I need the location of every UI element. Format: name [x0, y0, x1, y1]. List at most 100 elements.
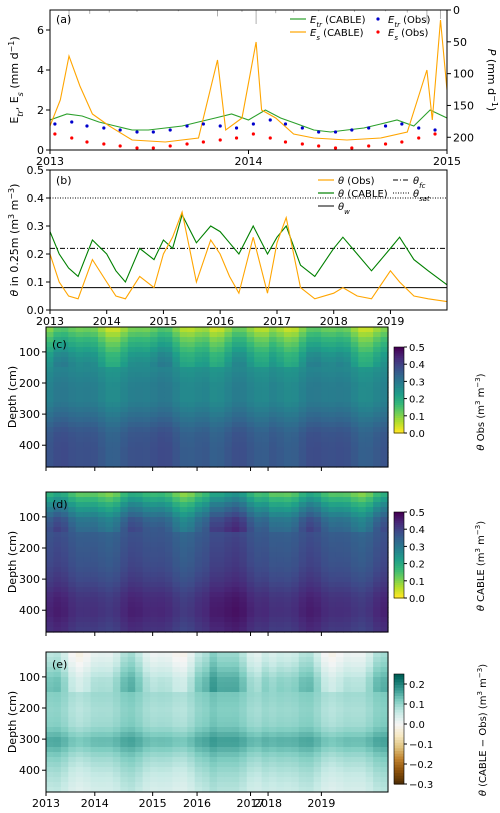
heat-cell [53, 597, 61, 603]
heat-cell [247, 562, 255, 568]
heat-cell [358, 387, 366, 393]
heat-cell [314, 657, 322, 663]
heat-cell [373, 747, 381, 753]
heat-cell [46, 327, 54, 333]
heat-cell [358, 747, 366, 753]
heat-cell [76, 687, 84, 693]
heat-cell [158, 327, 166, 333]
heat-cell [202, 557, 210, 563]
heat-cell [195, 352, 203, 358]
heat-cell [217, 602, 225, 608]
heat-cell [113, 412, 121, 418]
heat-cell [158, 412, 166, 418]
heat-cell [98, 507, 106, 513]
heat-cell [98, 522, 106, 528]
heat-cell [381, 757, 389, 763]
heat-cell [150, 702, 158, 708]
heat-cell [217, 732, 225, 738]
heat-cell [366, 392, 374, 398]
heat-cell [128, 717, 136, 723]
heat-cell [61, 492, 69, 498]
heat-cell [314, 337, 322, 343]
heat-cell [321, 427, 329, 433]
heat-cell [291, 352, 299, 358]
heat-cell [180, 727, 188, 733]
heat-cell [202, 662, 210, 668]
heat-cell [195, 372, 203, 378]
heat-cell [76, 622, 84, 628]
heat-cell [98, 742, 106, 748]
heat-cell [83, 692, 91, 698]
heat-cell [366, 437, 374, 443]
heat-cell [291, 752, 299, 758]
heat-cell [247, 502, 255, 508]
heat-cell [53, 392, 61, 398]
heat-cell [187, 607, 195, 613]
heat-cell [254, 417, 262, 423]
heat-cell [306, 362, 314, 368]
heat-cell [321, 662, 329, 668]
heat-cell [158, 542, 166, 548]
heat-cell [276, 742, 284, 748]
heat-cell [232, 677, 240, 683]
heat-cell [381, 617, 389, 623]
heat-cell [61, 692, 69, 698]
heat-cell [381, 342, 389, 348]
heat-cell [358, 512, 366, 518]
heat-cell [61, 357, 69, 363]
heat-cell [210, 697, 218, 703]
heat-cell [381, 672, 389, 678]
heat-cell [158, 772, 166, 778]
heat-cell [381, 762, 389, 768]
heat-cell [180, 652, 188, 658]
heat-cell [247, 672, 255, 678]
heat-cell [239, 582, 247, 588]
heat-cell [217, 772, 225, 778]
heat-cell [314, 397, 322, 403]
heat-cell [105, 332, 113, 338]
heat-cell [336, 387, 344, 393]
heat-cell [53, 702, 61, 708]
heat-cell [351, 582, 359, 588]
heat-cell [224, 422, 232, 428]
heat-cell [202, 427, 210, 433]
heat-cell [247, 687, 255, 693]
heat-cell [343, 352, 351, 358]
d-cbar-tick-label: 0.5 [409, 508, 425, 519]
heat-cell [46, 382, 54, 388]
heat-cell [299, 602, 307, 608]
heat-cell [53, 352, 61, 358]
heat-cell [83, 412, 91, 418]
heat-cell [299, 727, 307, 733]
heat-cell [336, 562, 344, 568]
heat-cell [321, 517, 329, 523]
heat-cell [202, 757, 210, 763]
heat-cell [247, 422, 255, 428]
heat-cell [351, 777, 359, 783]
heat-cell [254, 772, 262, 778]
heat-cell [98, 447, 106, 453]
heat-cell [61, 767, 69, 773]
heat-cell [172, 512, 180, 518]
heat-cell [113, 602, 121, 608]
heat-cell [113, 357, 121, 363]
heat-cell [284, 762, 292, 768]
heat-cell [128, 732, 136, 738]
heat-cell [262, 457, 270, 463]
heat-cell [306, 387, 314, 393]
heat-cell [299, 672, 307, 678]
heat-cell [113, 377, 121, 383]
heat-cell [120, 377, 128, 383]
heat-cell [46, 652, 54, 658]
heat-cell [158, 607, 166, 613]
heat-cell [46, 427, 54, 433]
heat-cell [195, 772, 203, 778]
heat-cell [180, 362, 188, 368]
heat-cell [120, 567, 128, 573]
heat-cell [336, 682, 344, 688]
heat-cell [224, 437, 232, 443]
heat-cell [128, 552, 136, 558]
heat-cell [165, 582, 173, 588]
heat-cell [254, 507, 262, 513]
heat-cell [83, 607, 91, 613]
